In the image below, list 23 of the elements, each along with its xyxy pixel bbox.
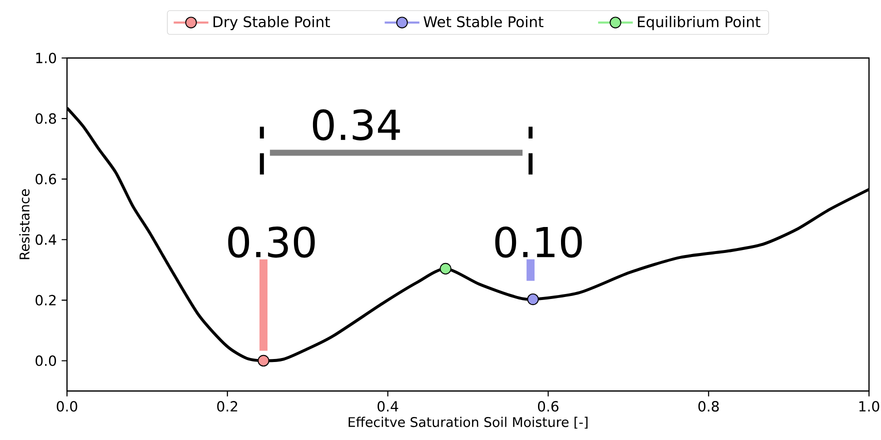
x-axis-title: Effecitve Saturation Soil Moisture [-] [348, 416, 588, 429]
x-tick-label: 1.0 [859, 401, 880, 412]
x-tick-label: 0.8 [698, 401, 719, 412]
x-tick-label: 0.6 [538, 401, 558, 412]
y-tick-label: 0.4 [36, 234, 56, 245]
annotation: 0.30 [228, 226, 315, 258]
annotation: 0.10 [495, 226, 582, 258]
legend-label: Wet Stable Point [424, 16, 544, 28]
y-tick-label: 0.6 [36, 174, 56, 184]
legend-label: Equilibrium Point [638, 16, 760, 30]
y-axis-title: Resistance [19, 189, 30, 260]
point [527, 293, 539, 306]
annotation: 0.34 [312, 109, 400, 140]
x-tick-label: 0.2 [217, 401, 238, 412]
y-tick-label: 0.8 [36, 113, 56, 124]
point [258, 354, 270, 367]
y-tick-label: 0.2 [36, 294, 56, 306]
y-tick-label: 0.0 [36, 355, 56, 366]
point [440, 262, 452, 274]
legend-label: Dry Stable Point [214, 16, 330, 30]
x-tick-label: 0.0 [56, 401, 78, 412]
x-tick-label: 0.4 [378, 401, 398, 412]
y-tick-label: 1.0 [36, 52, 56, 64]
